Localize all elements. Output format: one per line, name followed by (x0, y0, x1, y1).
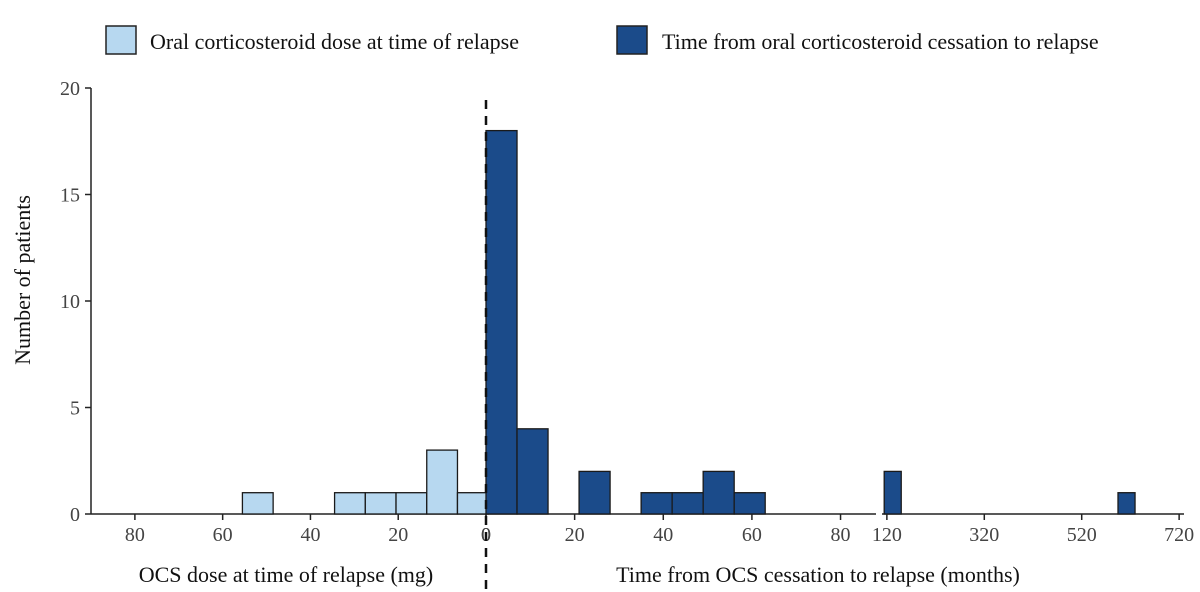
histogram-bar (333, 492, 366, 515)
histogram-bar (671, 492, 704, 515)
y-ticks: 0 5 10 15 20 (60, 78, 91, 526)
histogram-bar (364, 492, 397, 515)
x-tick-label: 80 (831, 524, 851, 546)
y-tick-label: 10 (60, 291, 80, 313)
bars (241, 129, 1136, 515)
histogram-bar (426, 449, 459, 515)
x-tick-label: 40 (653, 524, 673, 546)
legend-swatch-time (616, 25, 648, 55)
legend-label-dose: Oral corticosteroid dose at time of rela… (150, 29, 519, 54)
x-tick-label: 520 (1067, 524, 1097, 546)
x-tick-label: 20 (565, 524, 585, 546)
histogram-bar (640, 492, 673, 515)
y-tick-label: 5 (70, 398, 80, 420)
x-tick-label: 60 (742, 524, 762, 546)
y-tick-label: 15 (60, 185, 80, 207)
histogram-bar (241, 492, 274, 515)
histogram-bar (883, 470, 902, 515)
histogram-bar (485, 129, 518, 515)
histogram-bar (578, 470, 611, 515)
legend: Oral corticosteroid dose at time of rela… (105, 25, 1099, 55)
histogram-bar (395, 492, 428, 515)
x-axis-title-time: Time from OCS cessation to relapse (mont… (616, 562, 1020, 587)
histogram-bar (1117, 492, 1136, 515)
x-tick-label: 20 (388, 524, 408, 546)
legend-label-time: Time from oral corticosteroid cessation … (662, 29, 1099, 54)
legend-swatch-dose (105, 25, 137, 55)
x-tick-label: 80 (125, 524, 145, 546)
x-tick-label: 120 (872, 524, 902, 546)
histogram-bar (456, 492, 489, 515)
y-tick-label: 0 (70, 504, 80, 526)
x-ticks: 806040200020406080120320520720 (125, 514, 1194, 546)
y-tick-label: 20 (60, 78, 80, 100)
x-tick-label: 720 (1164, 524, 1194, 546)
y-axis: 0 5 10 15 20 (60, 78, 92, 526)
histogram-bar (702, 470, 735, 515)
x-axis-title-dose: OCS dose at time of relapse (mg) (139, 562, 434, 587)
x-tick-label: 320 (969, 524, 999, 546)
x-tick-label: 40 (300, 524, 320, 546)
histogram-bar (516, 428, 549, 515)
x-tick-label: 60 (213, 524, 233, 546)
y-axis-title: Number of patients (10, 195, 35, 365)
histogram-bar (733, 492, 766, 515)
